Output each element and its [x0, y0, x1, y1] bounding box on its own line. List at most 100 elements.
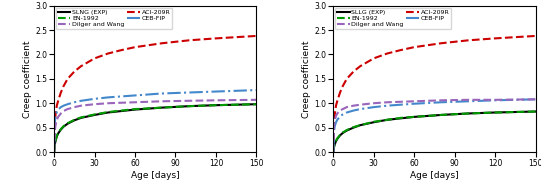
CEB-FIP: [371, 106, 377, 108]
SLNG (EXP): [105, 111, 111, 114]
ACI-209R: [357, 65, 364, 67]
ACI-209R: [52, 114, 58, 117]
CEB-FIP: [532, 98, 539, 101]
CEB-FIP: [213, 90, 219, 93]
Dilger and Wang: [330, 151, 337, 153]
ACI-209R: [186, 39, 192, 41]
EN-1992: [132, 108, 138, 110]
Line: Dilger and Wang: Dilger and Wang: [54, 100, 256, 152]
CEB-FIP: [55, 108, 61, 111]
CEB-FIP: [332, 126, 338, 128]
CEB-FIP: [344, 111, 350, 114]
ACI-209R: [64, 78, 71, 80]
ACI-209R: [253, 35, 260, 37]
ACI-209R: [51, 151, 57, 153]
ACI-209R: [105, 52, 111, 55]
ACI-209R: [91, 57, 98, 59]
CEB-FIP: [186, 91, 192, 94]
Dilger and Wang: [159, 100, 165, 102]
Legend: SLLG (EXP), EN-1992, Dilger and Wang, ACI-209R, CEB-FIP: SLLG (EXP), EN-1992, Dilger and Wang, AC…: [335, 8, 451, 29]
Dilger and Wang: [55, 116, 61, 118]
CEB-FIP: [350, 109, 357, 112]
Dilger and Wang: [350, 105, 357, 107]
SLLG (EXP): [465, 112, 471, 115]
ACI-209R: [344, 78, 350, 80]
SLLG (EXP): [337, 134, 344, 137]
CEB-FIP: [253, 89, 260, 91]
ACI-209R: [492, 37, 498, 40]
ACI-209R: [57, 91, 64, 94]
EN-1992: [78, 116, 84, 119]
CEB-FIP: [132, 94, 138, 97]
ACI-209R: [532, 35, 539, 37]
SLNG (EXP): [213, 104, 219, 106]
EN-1992: [492, 111, 498, 114]
Dilger and Wang: [91, 103, 98, 105]
SLNG (EXP): [54, 135, 60, 138]
ACI-209R: [60, 85, 67, 87]
EN-1992: [186, 105, 192, 107]
ACI-209R: [350, 70, 357, 73]
EN-1992: [350, 126, 357, 128]
ACI-209R: [438, 42, 444, 44]
EN-1992: [54, 135, 60, 137]
EN-1992: [159, 106, 165, 109]
SLNG (EXP): [253, 103, 260, 105]
SLLG (EXP): [357, 124, 364, 126]
EN-1992: [330, 151, 337, 153]
Dilger and Wang: [54, 119, 60, 121]
Dilger and Wang: [52, 124, 58, 127]
CEB-FIP: [57, 106, 64, 108]
Dilger and Wang: [105, 102, 111, 104]
EN-1992: [253, 103, 260, 105]
ACI-209R: [398, 49, 404, 51]
ACI-209R: [337, 91, 344, 94]
Line: EN-1992: EN-1992: [54, 104, 256, 152]
Dilger and Wang: [57, 112, 64, 115]
SLLG (EXP): [333, 140, 339, 142]
EN-1992: [331, 146, 337, 148]
Line: SLNG (EXP): SLNG (EXP): [54, 104, 256, 152]
Dilger and Wang: [78, 105, 84, 107]
SLNG (EXP): [51, 144, 58, 146]
Line: CEB-FIP: CEB-FIP: [54, 90, 256, 152]
Dilger and Wang: [371, 102, 377, 104]
X-axis label: Age [days]: Age [days]: [410, 171, 459, 180]
SLNG (EXP): [118, 110, 125, 112]
EN-1992: [371, 121, 377, 123]
ACI-209R: [465, 39, 471, 41]
Y-axis label: Creep coefficient: Creep coefficient: [23, 40, 32, 118]
EN-1992: [51, 144, 58, 146]
SLNG (EXP): [51, 151, 57, 153]
CEB-FIP: [51, 151, 57, 153]
CEB-FIP: [398, 104, 404, 106]
Dilger and Wang: [337, 109, 344, 112]
ACI-209R: [334, 100, 341, 102]
SLLG (EXP): [331, 146, 337, 148]
EN-1992: [118, 109, 125, 112]
EN-1992: [64, 122, 71, 124]
CEB-FIP: [118, 95, 125, 97]
ACI-209R: [331, 124, 337, 126]
Dilger and Wang: [344, 106, 350, 108]
ACI-209R: [411, 46, 418, 48]
EN-1992: [105, 111, 111, 113]
Y-axis label: Creep coefficient: Creep coefficient: [302, 40, 312, 118]
Dilger and Wang: [398, 101, 404, 103]
ACI-209R: [132, 46, 138, 48]
CEB-FIP: [54, 111, 60, 113]
Dilger and Wang: [186, 100, 192, 102]
EN-1992: [344, 129, 350, 131]
SLLG (EXP): [384, 119, 391, 121]
Legend: SLNG (EXP), EN-1992, Dilger and Wang, ACI-209R, CEB-FIP: SLNG (EXP), EN-1992, Dilger and Wang, AC…: [56, 8, 172, 29]
CEB-FIP: [330, 151, 337, 153]
EN-1992: [60, 125, 67, 127]
SLNG (EXP): [132, 108, 138, 111]
CEB-FIP: [331, 131, 337, 134]
ACI-209R: [340, 85, 346, 87]
SLLG (EXP): [332, 144, 338, 146]
Dilger and Wang: [357, 104, 364, 106]
EN-1992: [357, 124, 364, 126]
EN-1992: [55, 132, 61, 134]
ACI-209R: [213, 37, 219, 40]
